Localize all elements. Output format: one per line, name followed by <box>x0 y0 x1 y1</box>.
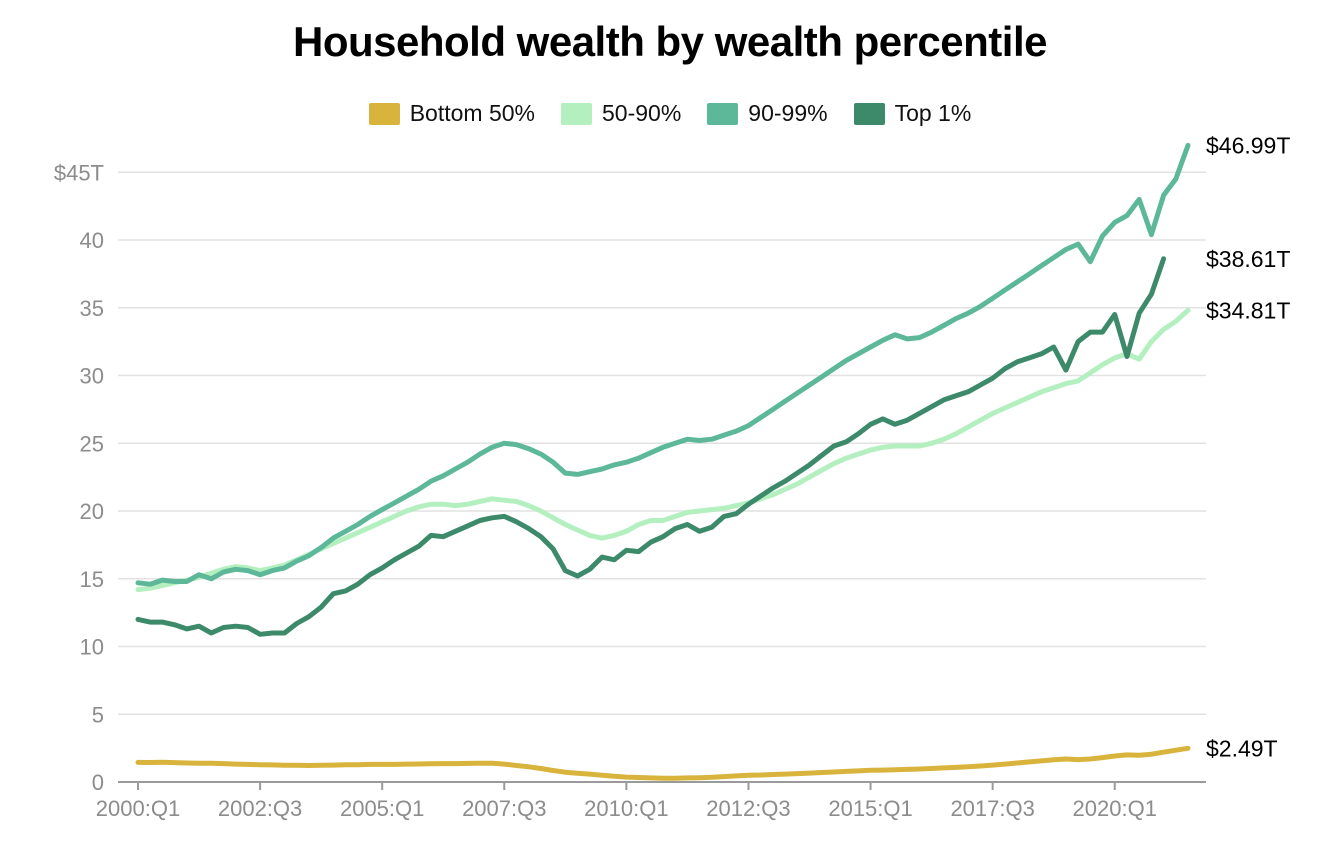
y-tick-label: 10 <box>80 635 104 660</box>
series-line-90-99 <box>135 142 1191 587</box>
x-tick-label: 2017:Q3 <box>950 796 1034 821</box>
legend-label-top-1: Top 1% <box>894 100 972 126</box>
end-value-label: $34.81T <box>1206 297 1290 323</box>
legend-item-50-90: 50-90% <box>561 100 681 127</box>
end-value-label: $46.99T <box>1206 132 1290 158</box>
legend-label-bottom-50: Bottom 50% <box>409 100 535 126</box>
x-tick-label: 2012:Q3 <box>706 796 790 821</box>
y-tick-label: 40 <box>80 228 104 253</box>
gridlines <box>118 171 1206 715</box>
legend-swatch-50-90 <box>561 102 592 125</box>
legend: Bottom 50% 50-90% 90-99% Top 1% <box>0 100 1340 127</box>
y-tick-label: 15 <box>80 567 104 592</box>
legend-item-top-1: Top 1% <box>853 100 972 127</box>
series-line-top-1 <box>135 256 1167 637</box>
x-tick-label: 2002:Q3 <box>218 796 302 821</box>
end-value-label: $38.61T <box>1206 246 1290 272</box>
y-tick-label: 5 <box>92 702 104 727</box>
legend-swatch-90-99 <box>707 102 739 125</box>
end-value-label: $2.49T <box>1206 735 1278 761</box>
x-tick-label: 2010:Q1 <box>584 796 668 821</box>
legend-item-bottom-50: Bottom 50% <box>368 100 535 127</box>
legend-item-90-99: 90-99% <box>707 100 828 127</box>
legend-swatch-top-1 <box>853 102 885 125</box>
series-lines <box>135 142 1191 781</box>
series-line-bottom-50 <box>135 745 1191 781</box>
x-tick-label: 2015:Q1 <box>828 796 912 821</box>
y-tick-label: 0 <box>92 770 104 795</box>
legend-swatch-bottom-50 <box>368 102 400 125</box>
end-labels: $2.49T $34.81T $46.99T $38.61T <box>1206 132 1290 761</box>
y-tick-label: 20 <box>80 499 104 524</box>
x-tick-label: 2005:Q1 <box>340 796 424 821</box>
y-tick-label: 25 <box>80 431 104 456</box>
chart-title: Household wealth by wealth percentile <box>293 18 1048 65</box>
y-tick-label: 30 <box>80 364 104 389</box>
x-tick-label: 2020:Q1 <box>1073 796 1157 821</box>
y-tick-label: 35 <box>80 296 104 321</box>
x-tick-label: 2007:Q3 <box>462 796 546 821</box>
legend-label-90-99: 90-99% <box>748 100 828 126</box>
legend-label-50-90: 50-90% <box>602 100 682 126</box>
x-tick-label: 2000:Q1 <box>96 796 180 821</box>
y-tick-label: $45T <box>54 160 104 185</box>
